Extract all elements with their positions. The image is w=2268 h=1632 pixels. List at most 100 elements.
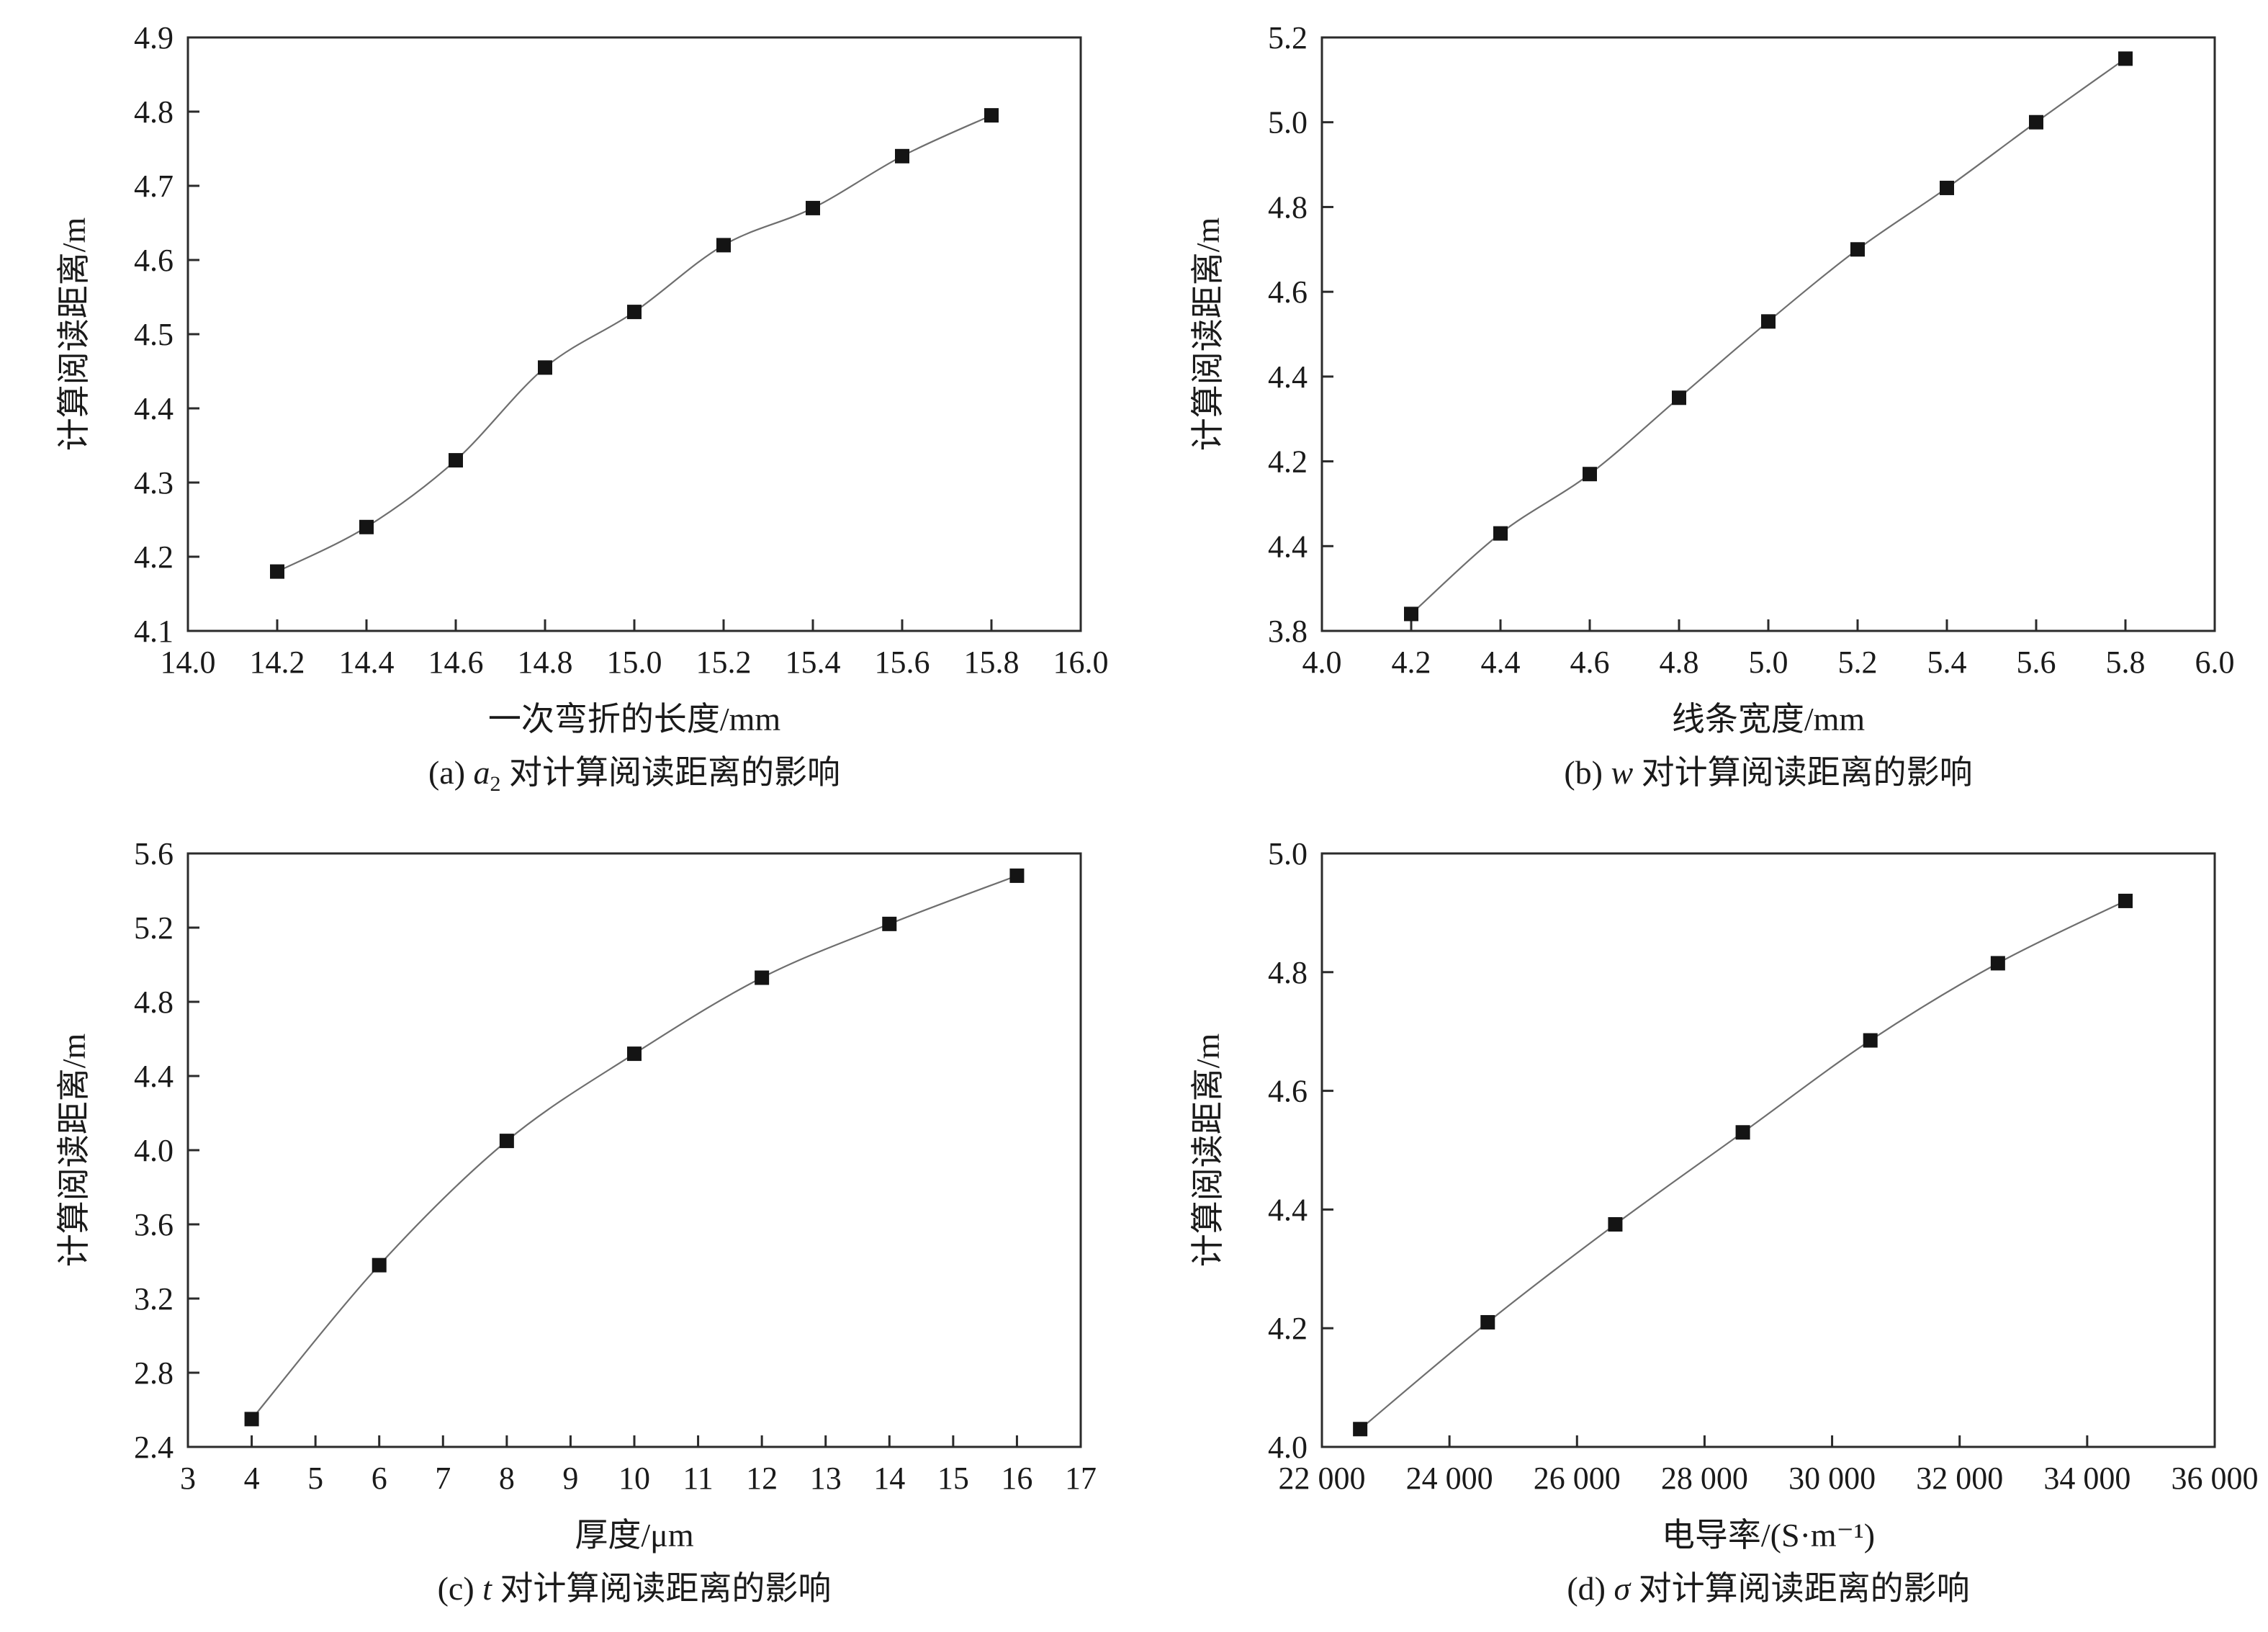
caption-prefix: (c): [437, 1570, 483, 1607]
y-tick-label: 4.8: [134, 94, 174, 130]
x-axis-label: 一次弯折的长度/mm: [488, 701, 781, 737]
series-line: [251, 874, 1017, 1420]
data-point-marker: [627, 1046, 642, 1062]
x-tick-label: 3: [180, 1461, 196, 1496]
chart-d-svg: 22 000 24 000 26 000 28 000 30 000 32 000 34 0…: [1189, 836, 2259, 1553]
x-tick-label: 5.0: [1749, 645, 1788, 680]
data-point-marker: [244, 1412, 259, 1427]
x-tick-label: 4.0: [1302, 645, 1342, 680]
y-tick-label: 4.8: [134, 985, 174, 1020]
data-point-marker: [895, 148, 909, 163]
x-tick-label: 14.6: [428, 645, 484, 680]
y-tick-label: 4.4: [134, 391, 174, 426]
caption-suffix: 对计算阅读距离的影响: [491, 1570, 832, 1607]
data-point-marker: [359, 519, 374, 534]
y-tick-label: 3.6: [134, 1207, 174, 1242]
x-tick-label: 5: [307, 1461, 323, 1496]
x-tick-label: 9: [562, 1461, 578, 1496]
data-point-marker: [1940, 180, 1954, 195]
plot-frame: [186, 852, 1082, 1448]
x-tick-label: 22 000: [1279, 1461, 1366, 1496]
x-tick-label: 4: [244, 1461, 260, 1496]
y-tick-label: 4.6: [134, 243, 174, 278]
y-axis-label: 计算阅读距离/m: [1189, 218, 1226, 452]
x-tick-label: 17: [1065, 1461, 1097, 1496]
x-tick-label: 5.4: [1927, 645, 1967, 680]
x-tick-label: 6: [372, 1461, 387, 1496]
data-point-marker: [1608, 1217, 1623, 1232]
y-tick-label: 5.2: [134, 910, 174, 946]
data-point-marker: [1493, 526, 1508, 541]
chart-a-svg: 14.0 14.2 14.4 14.6 14.8 15.0 15.2 15.4 15.6 15.8…: [55, 20, 1109, 737]
y-tick-label: 5.2: [1268, 20, 1308, 55]
plot-frame: [1320, 852, 2216, 1448]
x-tick-label: 14.4: [339, 645, 395, 680]
x-tick-label: 26 000: [1534, 1461, 1621, 1496]
x-tick-label: 7: [435, 1461, 451, 1496]
y-tick-label: 4.8: [1268, 955, 1308, 990]
caption-prefix: (a): [428, 754, 474, 791]
x-tick-label: 15: [937, 1461, 969, 1496]
data-point-marker: [1480, 1314, 1495, 1330]
y-axis-label: 计算阅读距离/m: [55, 1034, 92, 1268]
y-tick-label: 4.7: [134, 169, 174, 204]
chart-d-caption: (d) σ 对计算阅读距离的影响: [1322, 1562, 2215, 1613]
y-tick-label: 4.0: [134, 1133, 174, 1168]
y-tick-label: 4.0: [1268, 1430, 1308, 1465]
chart-c-plot: 3 4 5 6 7 8 9 10 11 12 13 14 15 16 17 2.4 2.8 3.2 3.6 4.0 4.…: [40, 833, 1106, 1559]
caption-prefix: (d): [1567, 1570, 1614, 1607]
caption-suffix: 对计算阅读距离的影响: [1633, 754, 1973, 791]
y-tick-label: 4.6: [1268, 274, 1308, 310]
chart-c-caption: (c) t 对计算阅读距离的影响: [188, 1562, 1081, 1613]
x-tick-label: 34 000: [2043, 1461, 2130, 1496]
series-line: [276, 115, 992, 573]
data-point-marker: [372, 1257, 387, 1273]
caption-variable: w: [1611, 754, 1634, 791]
x-tick-label: 5.6: [2017, 645, 2056, 680]
chart-a-caption: (a) a2 对计算阅读距离的影响: [188, 746, 1081, 797]
data-point-marker: [1863, 1033, 1878, 1048]
series-line: [1359, 900, 2126, 1430]
x-tick-label: 15.8: [964, 645, 1020, 680]
data-point-marker: [449, 453, 463, 468]
data-point-marker: [2118, 893, 2133, 908]
x-tick-label: 15.2: [696, 645, 752, 680]
x-tick-label: 15.6: [875, 645, 930, 680]
x-tick-label: 4.6: [1570, 645, 1610, 680]
chart-b-caption: (b) w 对计算阅读距离的影响: [1322, 746, 2215, 797]
data-point-marker: [270, 564, 284, 579]
y-tick-label: 4.4: [134, 1059, 174, 1094]
caption-prefix: (b): [1564, 754, 1611, 791]
y-tick-label: 2.8: [134, 1355, 174, 1391]
y-tick-label: 4.8: [1268, 189, 1308, 225]
x-tick-label: 10: [618, 1461, 650, 1496]
y-tick-label: 4.2: [1268, 1311, 1308, 1346]
data-point-marker: [755, 970, 770, 985]
y-tick-label: 4.4: [1268, 529, 1308, 564]
data-point-marker: [1761, 314, 1776, 329]
x-tick-label: 13: [810, 1461, 842, 1496]
data-point-marker: [984, 108, 999, 123]
y-tick-label: 4.1: [134, 614, 174, 649]
series-line: [1410, 58, 2126, 615]
x-tick-label: 6.0: [2195, 645, 2235, 680]
chart-a-plot: 14.0 14.2 14.4 14.6 14.8 15.0 15.2 15.4 15.6 15.8…: [40, 17, 1109, 743]
y-axis-label: 计算阅读距离/m: [1189, 1034, 1226, 1268]
x-tick-label: 8: [499, 1461, 515, 1496]
data-point-marker: [627, 305, 642, 320]
x-tick-label: 30 000: [1788, 1461, 1876, 1496]
x-tick-label: 14.0: [161, 645, 216, 680]
data-point-marker: [882, 916, 897, 931]
x-axis-label: 厚度/μm: [575, 1517, 693, 1553]
y-tick-label: 4.3: [134, 465, 174, 501]
y-tick-label: 5.0: [1268, 836, 1308, 871]
plot-frame: [186, 36, 1082, 632]
x-axis-label: 线条宽度/mm: [1672, 701, 1866, 737]
caption-suffix: 对计算阅读距离的影响: [500, 754, 841, 791]
y-tick-label: 5.6: [134, 836, 174, 871]
chart-d: 22 000 24 000 26 000 28 000 30 000 32 000 34 0…: [1134, 816, 2268, 1632]
caption-suffix: 对计算阅读距离的影响: [1630, 1570, 1970, 1607]
y-axis-label: 计算阅读距离/m: [55, 218, 92, 452]
x-tick-label: 15.0: [607, 645, 662, 680]
y-tick-label: 4.9: [134, 20, 174, 55]
